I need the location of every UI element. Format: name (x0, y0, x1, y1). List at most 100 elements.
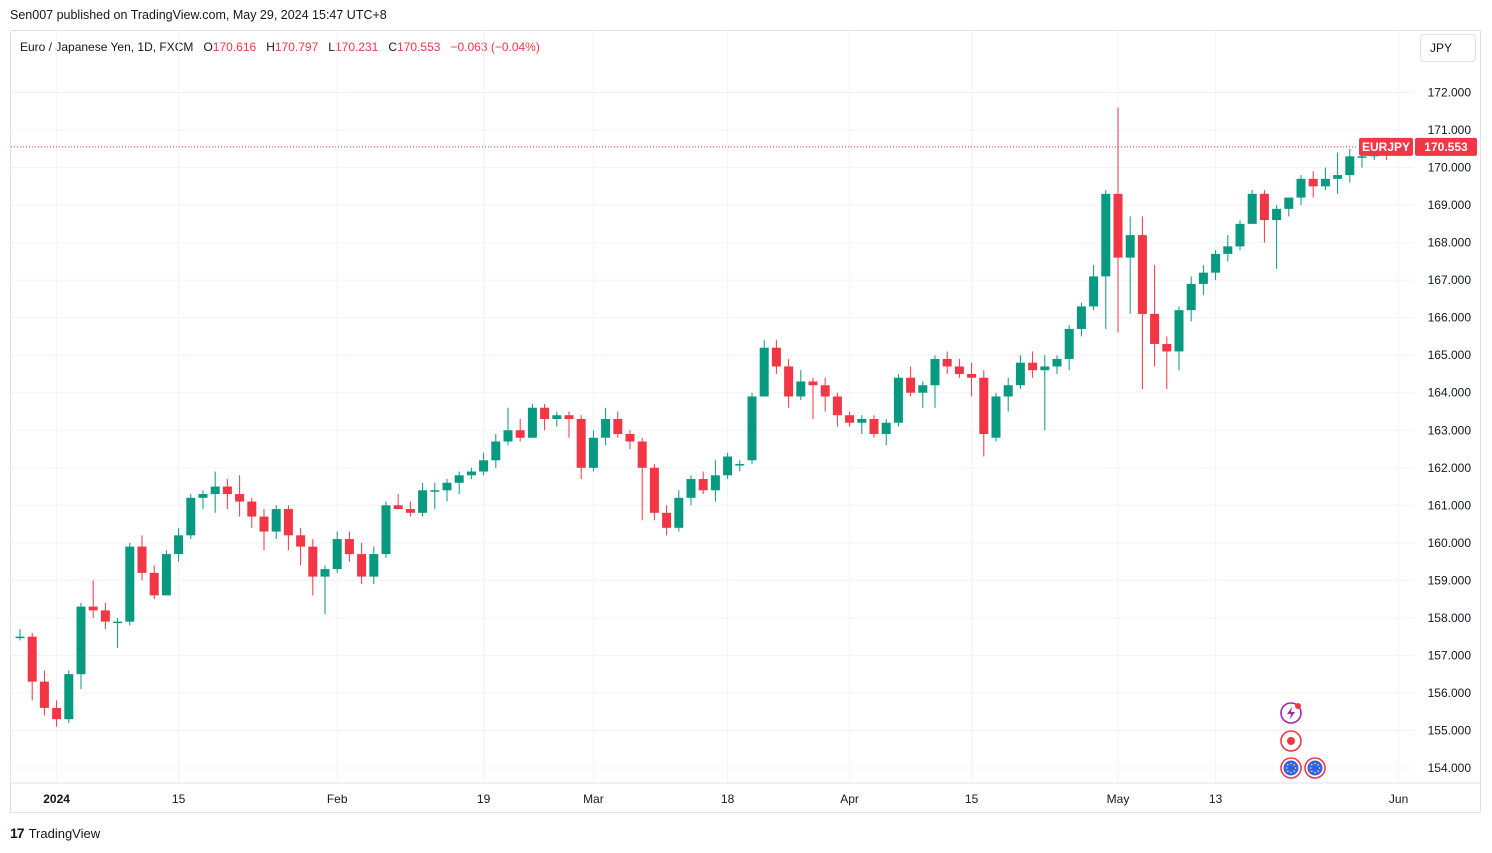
candle-body (27, 636, 37, 682)
eu-flag-event-icon[interactable] (1304, 757, 1326, 779)
candle-body (613, 418, 623, 435)
change-value: −0.063 (−0.04%) (450, 40, 540, 54)
y-tick-label: 161.000 (1428, 498, 1472, 512)
candle-body (15, 636, 25, 639)
candle-body (1064, 328, 1074, 359)
candle-body (723, 456, 733, 476)
high-value: 170.797 (274, 40, 319, 54)
low-label: L (328, 40, 335, 54)
candle-body (674, 497, 684, 528)
tradingview-brand: TradingView (28, 825, 101, 841)
star-icon (1293, 763, 1296, 766)
ohlc-legend: Euro / Japanese Yen, 1D, FXCM O170.616 H… (20, 40, 540, 54)
high-label: H (266, 40, 275, 54)
y-tick-label: 158.000 (1428, 611, 1472, 625)
candle-body (1101, 193, 1111, 277)
low-value: 170.231 (334, 40, 379, 54)
x-tick-label: Jun (1389, 792, 1408, 806)
candle-body (1284, 197, 1294, 209)
candle-body (796, 381, 806, 397)
star-icon (1285, 767, 1288, 769)
candle-body (564, 415, 574, 419)
candle-body (466, 471, 476, 476)
open-label: O (203, 40, 213, 54)
y-tick-label: 163.000 (1428, 423, 1472, 437)
candle-body (930, 358, 940, 386)
x-tick-label: 15 (172, 792, 186, 806)
candle-body (161, 554, 171, 596)
dividend-lightning-icon[interactable] (1280, 702, 1302, 724)
candle-body (1150, 313, 1160, 344)
candle-body (918, 385, 928, 393)
star-icon (1317, 770, 1320, 773)
star-icon (1290, 762, 1292, 765)
y-tick-label: 172.000 (1428, 86, 1472, 100)
price-tag-value: 170.553 (1424, 140, 1468, 154)
candle-body (1162, 343, 1172, 352)
candle-body (1198, 272, 1208, 284)
candle-body (869, 418, 879, 435)
candle-body (991, 396, 1001, 438)
candle-body (137, 546, 147, 573)
candle-body (686, 479, 696, 498)
candle-body (344, 539, 354, 555)
candle-body (271, 509, 281, 532)
candle-body (100, 610, 110, 622)
chart-frame (10, 30, 1481, 813)
candle-body (881, 422, 891, 435)
y-tick-label: 168.000 (1428, 236, 1472, 250)
candle-body (64, 674, 74, 720)
candle-body (1247, 193, 1257, 224)
candle-body (515, 430, 525, 438)
candle-body (1052, 358, 1062, 367)
candle-body (1333, 175, 1343, 179)
candle-body (320, 569, 330, 577)
candle-body (552, 415, 562, 419)
candle-body (637, 441, 647, 468)
candle-body (1211, 253, 1221, 273)
candle-body (1028, 362, 1038, 371)
x-tick-label: 18 (721, 792, 735, 806)
candle-body (454, 475, 464, 483)
candle-body (979, 377, 989, 435)
y-tick-label: 169.000 (1428, 198, 1472, 212)
candle-body (405, 509, 415, 513)
currency-button[interactable]: JPY (1420, 34, 1476, 62)
candle-body (527, 407, 537, 438)
candle-body (1076, 306, 1086, 329)
open-value: 170.616 (212, 40, 257, 54)
close-value: 170.553 (397, 40, 441, 54)
red-dot-icon (1287, 737, 1295, 745)
x-tick-label: 19 (477, 792, 491, 806)
symbol-title[interactable]: Euro / Japanese Yen, 1D, FXCM (20, 40, 194, 54)
candle-body (649, 467, 659, 513)
candle-body (332, 539, 342, 570)
candle-body (76, 606, 86, 675)
candle-body (52, 707, 62, 720)
candle-body (149, 572, 159, 596)
eu-flag-event-icon[interactable] (1280, 757, 1302, 779)
lightning-icon (1287, 707, 1295, 719)
x-tick-label: 2024 (43, 792, 70, 806)
candle-body (954, 366, 964, 374)
candle-body (39, 681, 49, 708)
star-icon (1318, 767, 1321, 769)
candle-body (418, 490, 428, 513)
x-tick-label: Feb (327, 792, 348, 806)
candle-body (832, 396, 842, 416)
candle-body (1003, 385, 1013, 397)
event-dot-icon[interactable] (1280, 730, 1302, 752)
candle-body (369, 554, 379, 577)
y-tick-label: 157.000 (1428, 648, 1472, 662)
candle-body (174, 535, 184, 555)
candle-body (1113, 193, 1123, 258)
published-line: Sen007 published on TradingView.com, May… (10, 8, 387, 22)
candle-body (845, 415, 855, 423)
candle-body (1040, 366, 1050, 371)
candle-body (808, 381, 818, 386)
candle-body (503, 430, 513, 442)
candle-body (625, 434, 635, 442)
price-tag-symbol-bg (1359, 137, 1413, 156)
tradingview-logo[interactable]: 17 TradingView (10, 825, 100, 841)
